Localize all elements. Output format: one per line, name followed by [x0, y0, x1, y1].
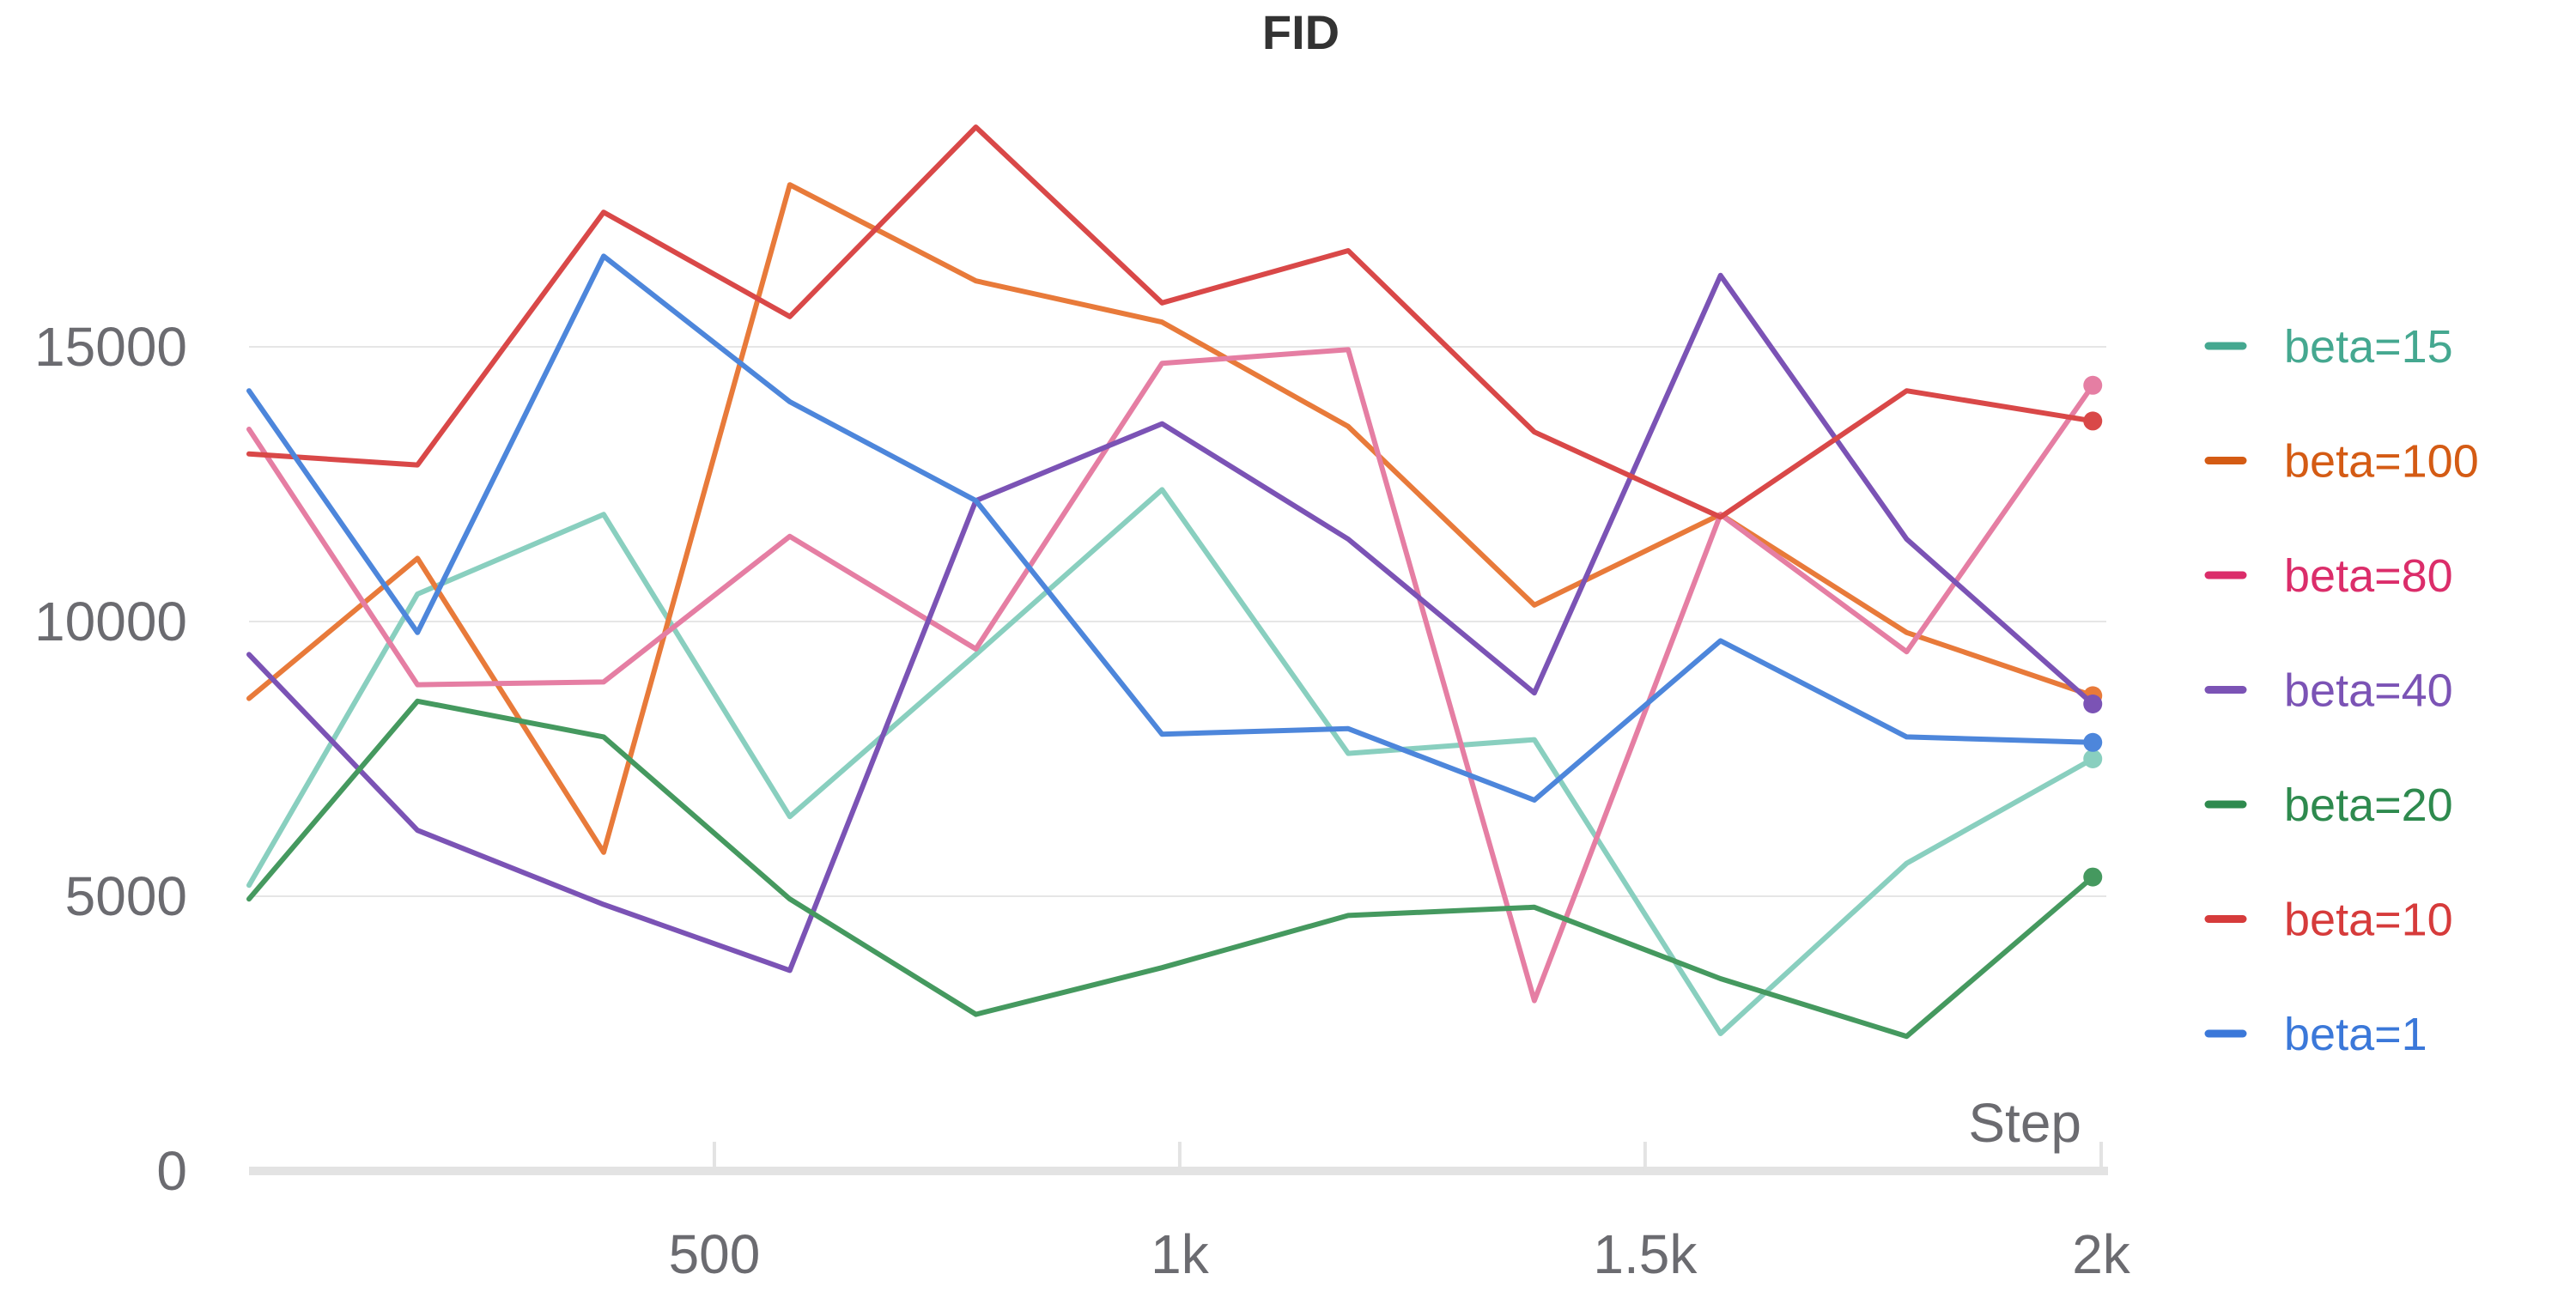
legend-label: beta=1	[2284, 1009, 2427, 1060]
legend-item-beta-15[interactable]: beta=15	[2204, 321, 2453, 373]
series-line-beta-20	[246, 698, 2096, 1040]
series-line-beta-1	[246, 253, 2096, 803]
x-tick-label-2k: 2k	[2072, 1223, 2131, 1285]
x-axis-label: Step	[1968, 1092, 2081, 1154]
legend-label: beta=10	[2284, 895, 2453, 946]
x-tick-label-1k: 1k	[1151, 1223, 1210, 1285]
legend-item-beta-10[interactable]: beta=10	[2204, 895, 2453, 946]
legend-item-beta-20[interactable]: beta=20	[2204, 779, 2453, 831]
x-tick-label-500: 500	[669, 1223, 761, 1285]
series-end-point-beta-80	[2083, 375, 2103, 395]
legend-label: beta=40	[2284, 665, 2453, 717]
y-tick-label-0: 0	[156, 1140, 187, 1202]
y-axis-ticks: 0 5000 10000 15000	[34, 316, 187, 1202]
series-line-beta-100	[246, 182, 2096, 855]
legend-item-beta-80[interactable]: beta=80	[2204, 550, 2453, 602]
legend-item-beta-1[interactable]: beta=1	[2204, 1009, 2427, 1060]
y-tick-label-5000: 5000	[65, 865, 187, 927]
legend-label: beta=15	[2284, 321, 2453, 373]
x-tick-label-1.5k: 1.5k	[1593, 1223, 1698, 1285]
legend-label: beta=20	[2284, 779, 2453, 831]
series-end-point-beta-15	[2083, 749, 2103, 768]
series-end-point-beta-10	[2083, 411, 2103, 431]
chart-title: FID	[1262, 5, 1340, 59]
series-lines	[246, 124, 2103, 1040]
series-end-point-beta-1	[2083, 732, 2103, 752]
series-line-beta-40	[246, 272, 2096, 974]
y-tick-label-10000: 10000	[34, 591, 187, 652]
legend[interactable]: beta=15 beta=100 beta=80 beta=40 beta=20 beta…	[2204, 321, 2479, 1060]
legend-item-beta-100[interactable]: beta=100	[2204, 436, 2479, 488]
series-end-point-beta-20	[2083, 867, 2103, 887]
legend-label: beta=80	[2284, 550, 2453, 602]
legend-label: beta=100	[2284, 436, 2479, 488]
x-axis: 500 1k 1.5k 2k	[249, 1142, 2131, 1285]
series-line-beta-80	[246, 347, 2096, 1004]
y-tick-label-15000: 15000	[34, 316, 187, 378]
series-line-beta-10	[246, 124, 2096, 520]
series-line-beta-15	[246, 487, 2096, 1036]
series-end-point-beta-40	[2083, 695, 2103, 713]
legend-item-beta-40[interactable]: beta=40	[2204, 665, 2453, 717]
